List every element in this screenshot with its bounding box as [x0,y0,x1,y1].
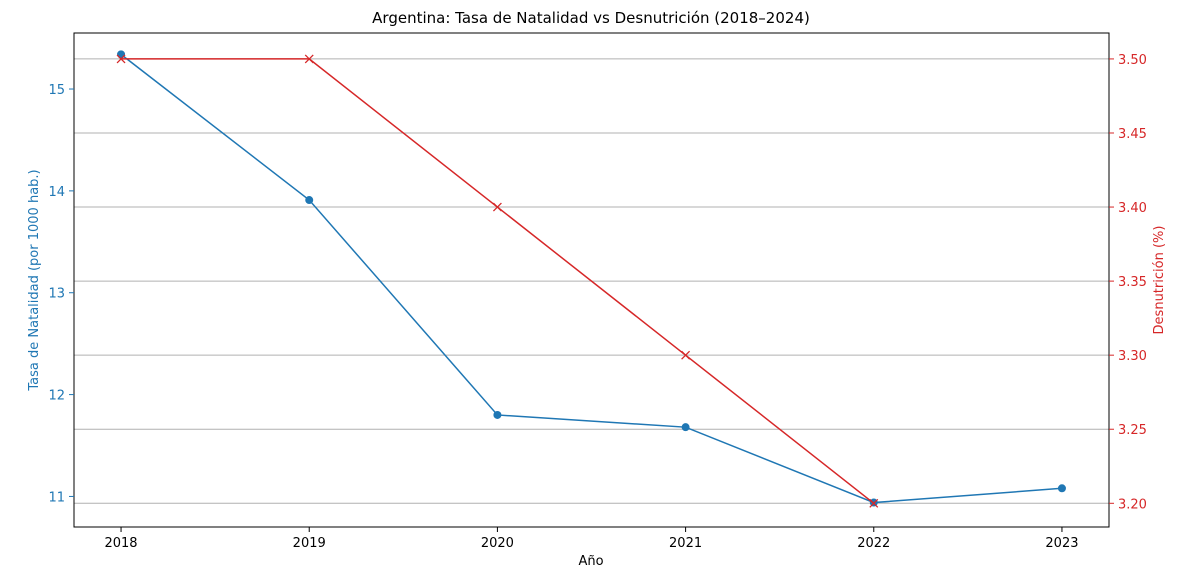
y-right-tick-label: 3.40 [1118,201,1147,216]
series-natalidad-line [120,53,1063,504]
series-layer [116,50,1066,508]
x-tick-label: 2023 [1045,536,1078,551]
natalidad-point [117,50,126,59]
natalidad-point [681,423,690,432]
y-left-tick-label: 12 [48,389,65,404]
y-right-axis-label: Desnutrición (%) [1152,226,1167,335]
y-right-tick-label: 3.25 [1118,423,1147,438]
x-tick-label: 2020 [481,536,514,551]
desnutricion-point [492,202,502,212]
x-tick-label: 2019 [293,536,326,551]
desnutricion-point [681,350,691,360]
natalidad-point [1057,484,1066,493]
y-left-tick-label: 11 [48,490,65,505]
desnutricion-point [116,54,126,64]
y-right-tick-label: 3.50 [1118,53,1147,68]
y-right-tick-label: 3.35 [1118,275,1147,290]
desnutricion-point [869,498,879,508]
chart-title: Argentina: Tasa de Natalidad vs Desnutri… [372,9,810,27]
x-axis-label: Año [578,554,603,569]
y-right-tick-label: 3.30 [1118,349,1147,364]
y-right-tick-label: 3.20 [1118,497,1147,512]
natalidad-point [305,196,314,205]
axes-layer: 2018 2019 2020 2021 2022 2023 11 12 13 14 15 3.20 3.… [48,32,1147,551]
y-left-tick-label: 15 [48,83,65,98]
plot-frame [73,32,1110,528]
y-left-axis-label: Tasa de Natalidad (por 1000 hab.) [27,169,42,391]
natalidad-point [493,410,502,419]
x-tick-label: 2018 [104,536,137,551]
y-right-tick-label: 3.45 [1118,127,1147,142]
y-left-tick-label: 13 [48,287,65,302]
y-left-tick-label: 14 [48,185,65,200]
desnutricion-point [304,54,314,64]
x-tick-label: 2022 [857,536,890,551]
x-tick-label: 2021 [669,536,702,551]
